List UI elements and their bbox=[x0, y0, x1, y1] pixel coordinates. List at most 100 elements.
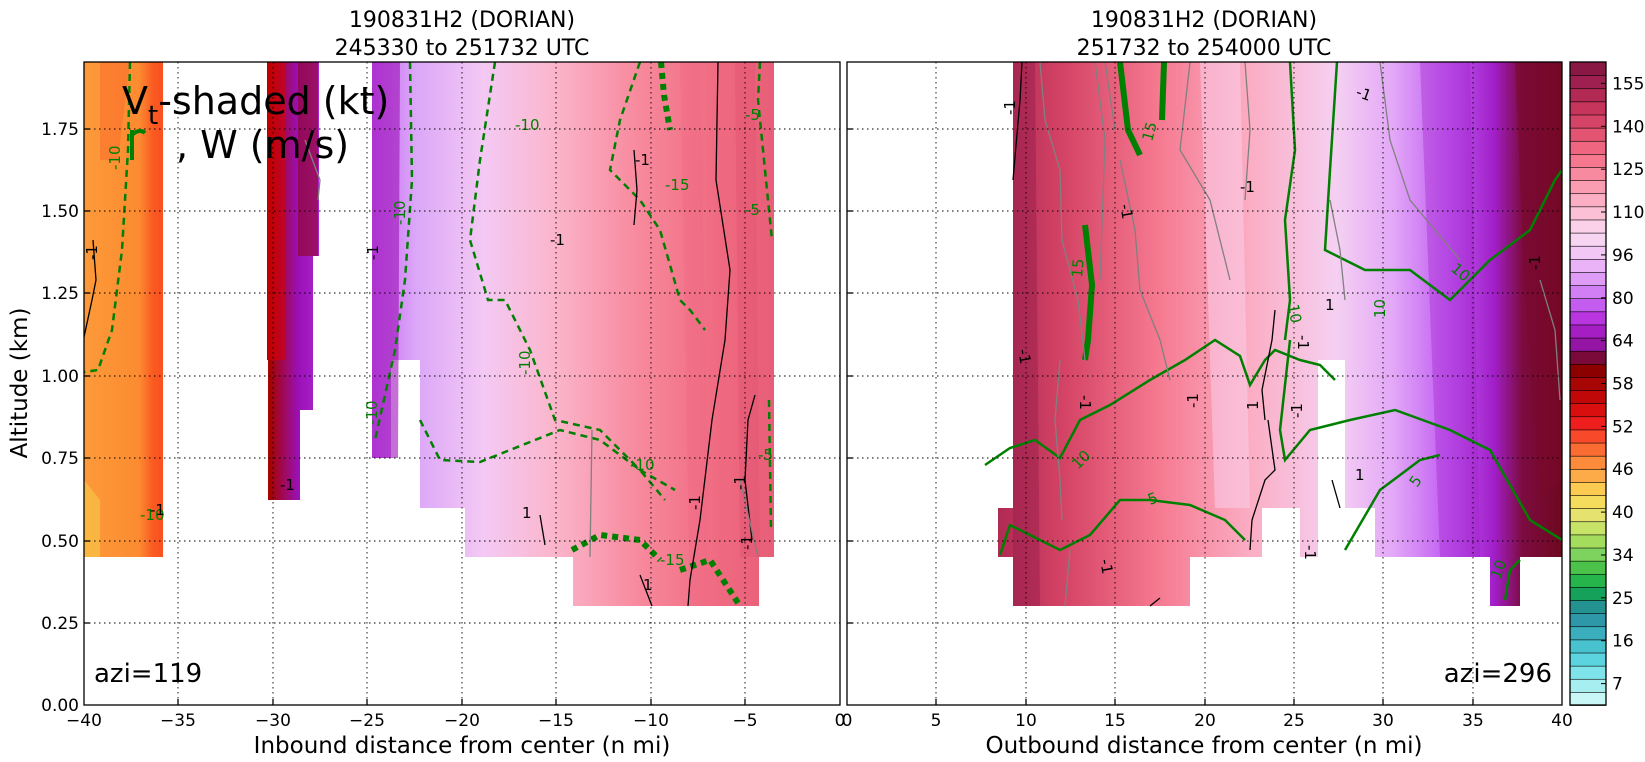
x-tick: 35 bbox=[1462, 711, 1484, 731]
left-w-labels: -1 -1 -1 1 1 -1 -1 -1 -1 -1 -1 bbox=[84, 151, 756, 594]
y-tick: 0.25 bbox=[41, 614, 79, 634]
svg-text:10: 10 bbox=[1284, 303, 1305, 325]
colorbar-cell bbox=[1569, 297, 1607, 313]
svg-text:-15: -15 bbox=[665, 176, 690, 194]
svg-text:-1: -1 bbox=[1294, 335, 1312, 350]
svg-text:-10: -10 bbox=[106, 146, 124, 171]
colorbar-cell bbox=[1569, 652, 1607, 667]
svg-text:-1: -1 bbox=[738, 535, 756, 550]
colorbar-tick-label: 25 bbox=[1612, 589, 1634, 609]
right-x-tick-labels: 0 5 10 15 20 25 30 35 40 bbox=[842, 711, 1573, 731]
x-tick: −25 bbox=[349, 711, 385, 731]
colorbar-cell bbox=[1569, 101, 1607, 116]
svg-text:1: 1 bbox=[1325, 296, 1335, 314]
colorbar-cell bbox=[1569, 468, 1607, 483]
left-title-line2: 245330 to 251732 UTC bbox=[335, 36, 590, 61]
colorbar-cell bbox=[1569, 219, 1607, 234]
svg-text:15: 15 bbox=[1138, 120, 1160, 143]
colorbar-cell bbox=[1569, 625, 1607, 641]
svg-text:1: 1 bbox=[1355, 466, 1365, 484]
left-grid bbox=[84, 62, 840, 705]
colorbar-cell bbox=[1569, 612, 1607, 628]
colorbar-tick-label: 110 bbox=[1612, 203, 1644, 223]
colorbar-tick-label: 16 bbox=[1612, 632, 1634, 652]
svg-text:-1: -1 bbox=[150, 501, 165, 519]
svg-text:-15: -15 bbox=[660, 551, 685, 569]
colorbar-cell bbox=[1569, 258, 1607, 273]
right-title-line2: 251732 to 254000 UTC bbox=[1077, 36, 1332, 61]
colorbar-cells bbox=[1569, 61, 1607, 706]
colorbar-cell bbox=[1569, 87, 1607, 103]
x-tick: 5 bbox=[931, 711, 942, 731]
left-ur-contours bbox=[84, 62, 774, 531]
colorbar-cell bbox=[1569, 271, 1607, 286]
colorbar-cell bbox=[1569, 179, 1607, 195]
colorbar-cell bbox=[1569, 665, 1607, 680]
x-tick: −20 bbox=[444, 711, 480, 731]
colorbar-cell bbox=[1569, 455, 1607, 470]
left-vt-shading bbox=[84, 62, 774, 606]
right-x-axis-label: Outbound distance from center (n mi) bbox=[986, 733, 1423, 759]
x-tick: 0 bbox=[842, 711, 853, 731]
svg-text:-1: -1 bbox=[550, 231, 565, 249]
svg-text:-1: -1 bbox=[1301, 545, 1319, 560]
svg-text:-1: -1 bbox=[1116, 203, 1136, 221]
colorbar-cell bbox=[1569, 507, 1607, 523]
svg-text:-5: -5 bbox=[745, 106, 760, 124]
colorbar-cell bbox=[1569, 389, 1607, 404]
y-tick: 0.75 bbox=[41, 449, 79, 469]
svg-text:-1: -1 bbox=[1526, 255, 1544, 270]
colorbar-cell bbox=[1569, 337, 1607, 352]
svg-text:-1: -1 bbox=[1240, 178, 1255, 196]
svg-text:-10: -10 bbox=[515, 116, 540, 134]
colorbar-cell bbox=[1569, 311, 1607, 326]
colorbar-tick-label: 52 bbox=[1612, 417, 1634, 437]
svg-text:-1: -1 bbox=[1076, 395, 1094, 410]
colorbar-cell bbox=[1569, 586, 1607, 601]
colorbar-cell bbox=[1569, 560, 1607, 575]
y-tick: 1.50 bbox=[41, 202, 79, 222]
colorbar-tick-label: 34 bbox=[1612, 546, 1634, 566]
x-tick: 25 bbox=[1283, 711, 1305, 731]
x-tick: −5 bbox=[732, 711, 757, 731]
right-axis-ticks bbox=[847, 128, 1474, 705]
colorbar-cell bbox=[1569, 442, 1607, 457]
x-tick: −35 bbox=[160, 711, 196, 731]
svg-text:-1: -1 bbox=[686, 495, 704, 510]
right-azimuth-label: azi=296 bbox=[1444, 659, 1552, 689]
x-tick: 30 bbox=[1372, 711, 1394, 731]
svg-text:-1: -1 bbox=[364, 245, 382, 260]
colorbar-tick-label: 40 bbox=[1612, 503, 1634, 523]
colorbar-tick-label: 125 bbox=[1612, 160, 1644, 180]
svg-text:-5: -5 bbox=[745, 201, 760, 219]
y-tick: 1.00 bbox=[41, 367, 79, 387]
left-panel: 190831H2 (DORIAN) 245330 to 251732 UTC bbox=[7, 8, 845, 759]
colorbar-cell bbox=[1569, 534, 1607, 549]
right-strong-contours bbox=[1082, 62, 1167, 361]
colorbar-cell bbox=[1569, 232, 1607, 247]
left-legend: Vt-shaded (kt) , W (m/s) bbox=[122, 79, 389, 167]
colorbar-cell bbox=[1569, 284, 1607, 299]
x-tick: −15 bbox=[538, 711, 574, 731]
colorbar-cell bbox=[1569, 429, 1607, 444]
left-x-tick-labels: −40 −35 −30 −25 −20 −15 −10 −5 0 bbox=[66, 711, 845, 731]
svg-text:-1: -1 bbox=[1001, 100, 1019, 115]
left-gray-contours bbox=[304, 139, 759, 558]
svg-text:-10: -10 bbox=[363, 401, 381, 426]
colorbar-cell bbox=[1569, 206, 1607, 221]
colorbar: 7 16 25 34 40 46 52 58 64 80 96 110 125 140 155 bbox=[1569, 61, 1644, 706]
left-x-axis-label: Inbound distance from center (n mi) bbox=[254, 733, 671, 759]
left-contour-labels: -10 -15 -10 -5 -5 -5 -15 -10 -10 -10 -10… bbox=[106, 106, 773, 569]
colorbar-cell bbox=[1569, 639, 1607, 654]
right-title-line1: 190831H2 (DORIAN) bbox=[1091, 8, 1317, 33]
right-vt-shading bbox=[998, 62, 1562, 606]
left-plot-area: -10 -15 -10 -5 -5 -5 -15 -10 -10 -10 -10… bbox=[84, 62, 840, 705]
svg-text:-5: -5 bbox=[758, 446, 773, 464]
colorbar-cell bbox=[1569, 376, 1607, 391]
svg-text:-1: -1 bbox=[1014, 348, 1034, 366]
left-strong-contours bbox=[570, 62, 743, 608]
colorbar-cell bbox=[1569, 547, 1607, 562]
right-panel: 190831H2 (DORIAN) 251732 to 254000 UTC bbox=[842, 8, 1573, 759]
x-tick: −40 bbox=[66, 711, 102, 731]
